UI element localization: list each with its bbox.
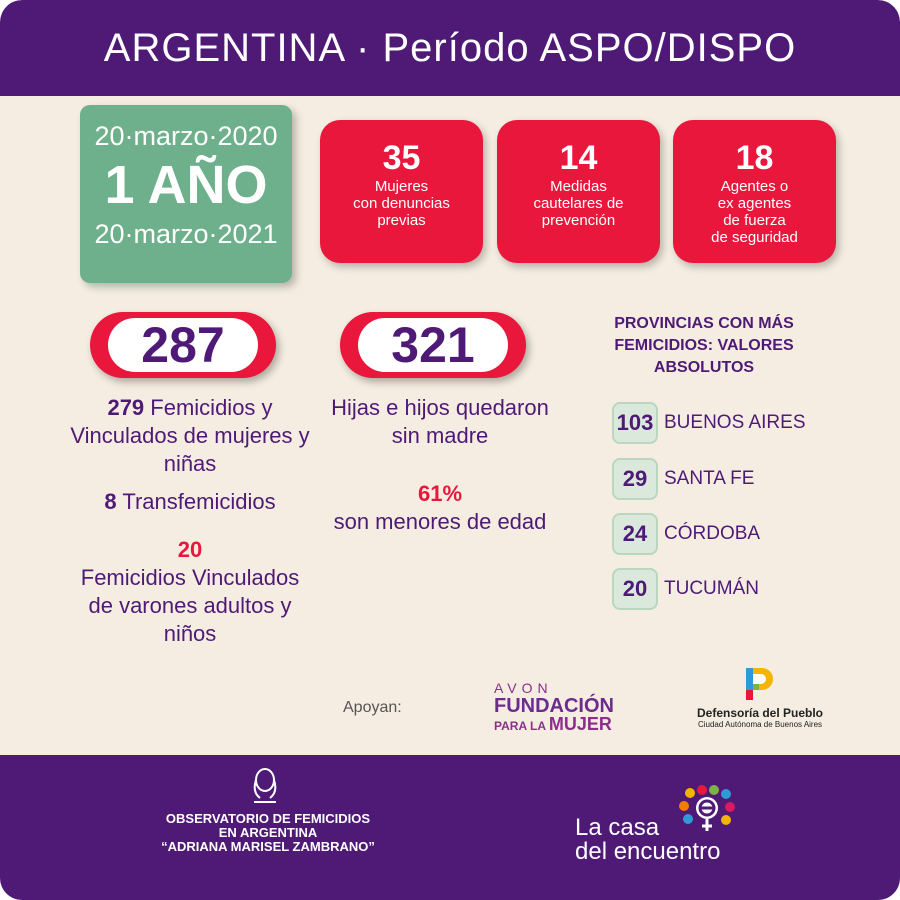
province-row: 24 CÓRDOBA bbox=[612, 513, 760, 555]
stat-label: Medidas cautelares de prevención bbox=[533, 178, 624, 229]
avon-bottom: PARA LA MUJER bbox=[494, 714, 624, 734]
femicides-breakdown: 279 Femicidios y Vinculados de mujeres y… bbox=[70, 394, 310, 648]
femicidios-count: 279 bbox=[107, 395, 145, 420]
trans-line: 8 Transfemicidios bbox=[70, 488, 310, 516]
femicidios-line: 279 Femicidios y Vinculados de mujeres y… bbox=[70, 394, 310, 478]
vinculados-text: Femicidios Vinculados de varones adultos… bbox=[80, 565, 300, 646]
observatorio-line-3: “ADRIANA MARISEL ZAMBRANO” bbox=[161, 839, 375, 854]
province-row: 29 SANTA FE bbox=[612, 458, 754, 500]
defensoria-name: Defensoría del Pueblo bbox=[696, 706, 824, 720]
stat-card-agentes: 18 Agentes o ex agentes de fuerza de seg… bbox=[673, 120, 836, 263]
page-title: ARGENTINA · Período ASPO/DISPO bbox=[103, 25, 797, 70]
province-value: 20 bbox=[612, 568, 658, 610]
casa-line-2: del encuentro bbox=[575, 838, 721, 865]
province-row: 20 TUCUMÁN bbox=[612, 568, 759, 610]
stat-value: 35 bbox=[382, 139, 421, 177]
observatorio-line-2: EN ARGENTINA bbox=[218, 825, 318, 840]
defensoria-logo: Defensoría del Pueblo Ciudad Autónoma de… bbox=[690, 666, 830, 729]
defensoria-sub: Ciudad Autónoma de Buenos Aires bbox=[697, 720, 823, 729]
trans-text: Transfemicidios bbox=[122, 489, 276, 514]
casa-del-encuentro-name: La casa del encuentro bbox=[575, 816, 720, 864]
period-duration: 1 AÑO bbox=[104, 155, 268, 215]
stat-card-medidas: 14 Medidas cautelares de prevención bbox=[497, 120, 660, 263]
avon-main: FUNDACIÓN bbox=[494, 695, 614, 717]
children-breakdown: Hijas e hijos quedaron sin madre 61% son… bbox=[330, 394, 550, 536]
defensoria-logo-icon bbox=[746, 668, 773, 700]
stat-value: 18 bbox=[735, 139, 774, 177]
provinces-title: PROVINCIAS CON MÁS FEMICIDIOS: VALORES A… bbox=[614, 315, 794, 376]
supporters-label: Apoyan: bbox=[343, 699, 402, 716]
observatorio-line-1: OBSERVATORIO DE FEMICIDIOS bbox=[165, 811, 371, 826]
observatorio-logo-icon bbox=[253, 768, 277, 803]
period-start: 20·marzo·2020 bbox=[94, 121, 278, 151]
children-total: 321 bbox=[358, 318, 508, 372]
province-name: SANTA FE bbox=[664, 468, 755, 489]
stat-label: Agentes o ex agentes de fuerza de seguri… bbox=[711, 178, 798, 246]
avon-top: AVON bbox=[494, 680, 553, 696]
children-total-pill: 321 bbox=[340, 312, 526, 378]
stat-card-denuncias: 35 Mujeres con denuncias previas bbox=[320, 120, 483, 263]
province-name: TUCUMÁN bbox=[664, 578, 759, 599]
trans-count: 8 bbox=[104, 489, 117, 514]
femicides-total-pill: 287 bbox=[90, 312, 276, 378]
children-percent-text: son menores de edad bbox=[333, 509, 547, 534]
stat-label: Mujeres con denuncias previas bbox=[353, 178, 450, 229]
casa-line-1: La casa bbox=[575, 814, 660, 841]
casa-del-encuentro-logo-icon bbox=[679, 785, 735, 831]
vinculados-count: 20 bbox=[177, 537, 203, 562]
province-value: 24 bbox=[612, 513, 658, 555]
header-bar: ARGENTINA · Período ASPO/DISPO bbox=[0, 0, 900, 96]
observatorio-name: OBSERVATORIO DE FEMICIDIOS EN ARGENTINA … bbox=[150, 812, 386, 854]
footer-bar bbox=[0, 755, 900, 900]
avon-foundation-logo: AVON FUNDACIÓN PARA LA MUJER bbox=[494, 680, 624, 734]
province-name: CÓRDOBA bbox=[664, 523, 761, 544]
stat-value: 14 bbox=[559, 139, 598, 177]
avon-bold: MUJER bbox=[548, 714, 612, 734]
femicidios-text: Femicidios y Vinculados de mujeres y niñ… bbox=[70, 395, 310, 476]
femicides-total: 287 bbox=[108, 318, 258, 372]
period-box: 20·marzo·2020 1 AÑO 20·marzo·2021 bbox=[80, 105, 292, 283]
province-value: 29 bbox=[612, 458, 658, 500]
children-percent: 61% bbox=[417, 481, 463, 506]
children-text: Hijas e hijos quedaron sin madre bbox=[331, 395, 549, 448]
province-row: 103 BUENOS AIRES bbox=[612, 402, 806, 444]
province-name: BUENOS AIRES bbox=[664, 412, 806, 433]
avon-small: PARA LA bbox=[494, 719, 546, 733]
province-value: 103 bbox=[612, 402, 658, 444]
period-end: 20·marzo·2021 bbox=[94, 219, 278, 249]
